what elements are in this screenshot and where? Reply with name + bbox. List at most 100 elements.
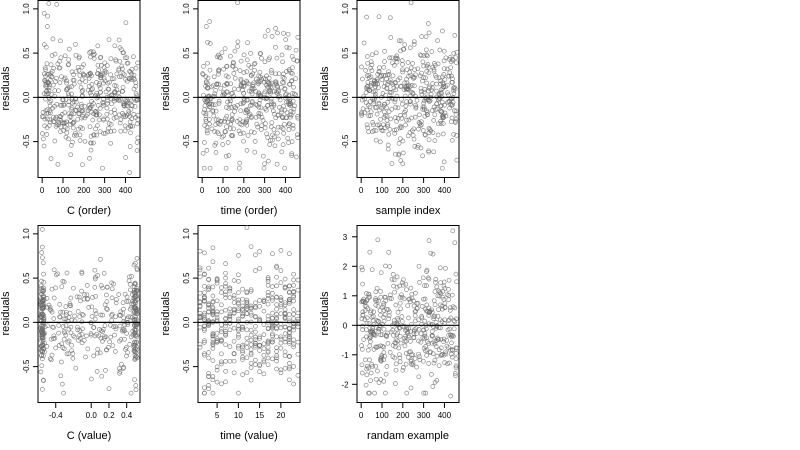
data-point <box>420 358 426 364</box>
data-point <box>223 331 228 336</box>
data-point <box>207 165 213 171</box>
data-point <box>227 320 233 326</box>
data-point <box>47 307 53 312</box>
data-point <box>218 85 224 91</box>
data-point <box>278 268 284 273</box>
data-point <box>390 343 396 348</box>
data-point <box>124 112 130 118</box>
data-point <box>443 349 448 355</box>
data-point <box>117 370 122 376</box>
data-point <box>101 75 107 81</box>
data-point <box>399 58 405 63</box>
data-point <box>253 334 258 340</box>
data-point <box>103 334 109 340</box>
data-point <box>112 111 118 116</box>
data-point <box>229 91 234 97</box>
data-point <box>210 293 216 299</box>
data-point <box>432 341 438 347</box>
data-point <box>40 335 46 341</box>
data-point <box>45 80 51 85</box>
data-point <box>449 354 455 360</box>
data-point <box>108 72 113 78</box>
data-point <box>399 280 405 286</box>
data-point <box>439 165 445 171</box>
data-point <box>96 83 102 88</box>
data-point <box>261 332 267 337</box>
data-point <box>278 370 284 376</box>
data-point <box>63 332 69 338</box>
data-point <box>280 142 286 147</box>
data-point <box>273 26 278 31</box>
data-point <box>133 298 138 304</box>
data-point <box>236 390 241 396</box>
data-point <box>420 128 426 133</box>
x-tick-label: 300 <box>417 411 431 420</box>
data-point <box>107 339 112 345</box>
data-point <box>409 361 414 367</box>
plot-frame <box>37 225 141 403</box>
data-point <box>266 57 272 63</box>
data-point <box>235 87 241 92</box>
data-point <box>424 112 430 117</box>
data-point <box>372 91 378 97</box>
data-point <box>91 52 96 58</box>
data-point <box>410 360 416 366</box>
data-point <box>449 292 455 298</box>
data-point <box>91 325 96 330</box>
data-point <box>93 293 98 299</box>
data-point <box>398 38 404 44</box>
data-point <box>371 128 377 133</box>
data-point <box>112 349 118 354</box>
data-point <box>376 14 382 20</box>
data-point <box>60 345 66 350</box>
data-point <box>367 339 373 345</box>
data-point <box>119 328 125 334</box>
data-point <box>241 99 246 105</box>
data-point <box>275 124 281 130</box>
data-point <box>257 336 262 341</box>
data-point <box>442 305 448 311</box>
data-point <box>206 370 211 376</box>
data-point <box>373 50 379 56</box>
data-point <box>272 143 278 149</box>
data-point <box>270 284 275 289</box>
data-point <box>446 73 452 79</box>
data-point <box>405 133 411 139</box>
y-tick-label: 0.0 <box>182 91 191 103</box>
data-point <box>291 277 296 283</box>
data-point <box>133 383 139 388</box>
data-point <box>82 103 88 109</box>
data-point <box>75 309 81 314</box>
data-point <box>431 360 437 366</box>
data-point <box>441 115 446 120</box>
data-point <box>210 108 216 113</box>
data-point <box>100 99 106 105</box>
data-point <box>86 305 92 310</box>
y-axis-label: residuals <box>319 66 331 111</box>
data-point <box>96 117 102 123</box>
data-point <box>421 327 426 333</box>
data-point <box>434 101 439 107</box>
data-point <box>40 343 46 349</box>
data-point <box>382 294 388 300</box>
data-point <box>228 81 234 87</box>
data-point <box>271 127 277 132</box>
data-point <box>69 84 75 89</box>
data-point <box>433 277 439 282</box>
data-point <box>360 281 365 287</box>
data-point <box>287 361 292 366</box>
data-point <box>451 326 457 332</box>
data-point <box>202 107 207 113</box>
data-point <box>372 390 377 396</box>
data-point <box>270 321 275 326</box>
data-point <box>233 66 238 72</box>
y-tick-label: 0.0 <box>341 91 350 103</box>
data-point <box>400 277 406 283</box>
data-point <box>425 21 431 26</box>
data-point <box>404 67 410 73</box>
data-point <box>441 48 447 54</box>
data-point <box>403 350 409 356</box>
data-point <box>204 148 210 153</box>
data-point <box>396 38 402 44</box>
